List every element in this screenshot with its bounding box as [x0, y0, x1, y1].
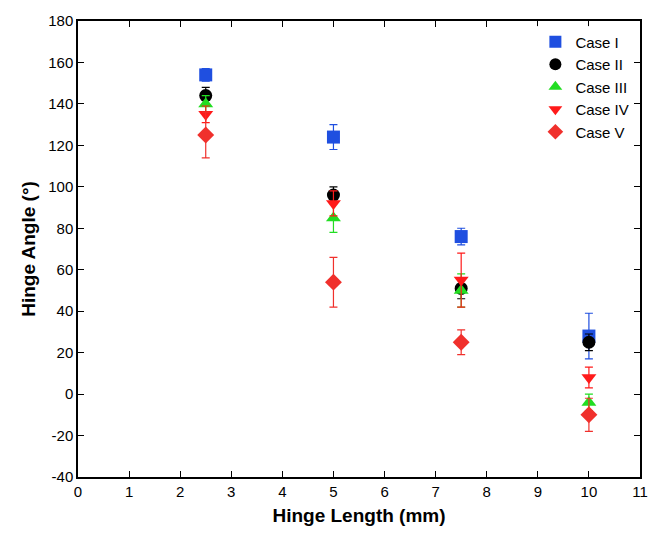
svg-text:3: 3 [227, 483, 235, 500]
svg-text:120: 120 [48, 137, 73, 154]
svg-text:6: 6 [380, 483, 388, 500]
svg-text:0: 0 [65, 385, 73, 402]
svg-text:7: 7 [431, 483, 439, 500]
svg-text:60: 60 [57, 261, 74, 278]
svg-text:1: 1 [125, 483, 133, 500]
svg-text:Hinge Angle (°): Hinge Angle (°) [18, 181, 39, 317]
svg-text:-20: -20 [52, 427, 74, 444]
svg-text:4: 4 [278, 483, 286, 500]
svg-text:Case II: Case II [575, 56, 623, 73]
svg-text:0: 0 [74, 483, 82, 500]
svg-text:Case V: Case V [575, 124, 624, 141]
svg-text:2: 2 [176, 483, 184, 500]
svg-text:20: 20 [57, 344, 74, 361]
svg-text:140: 140 [48, 95, 73, 112]
svg-text:5: 5 [329, 483, 337, 500]
svg-text:160: 160 [48, 54, 73, 71]
svg-text:180: 180 [48, 12, 73, 29]
svg-text:Case IV: Case IV [575, 101, 628, 118]
svg-text:40: 40 [57, 302, 74, 319]
svg-text:Case III: Case III [575, 79, 627, 96]
svg-text:-40: -40 [52, 468, 74, 485]
svg-text:Case I: Case I [575, 34, 618, 51]
svg-text:Hinge Length (mm): Hinge Length (mm) [272, 505, 445, 526]
svg-text:11: 11 [632, 483, 648, 500]
svg-text:8: 8 [483, 483, 491, 500]
svg-text:100: 100 [48, 178, 73, 195]
svg-text:9: 9 [534, 483, 542, 500]
svg-text:10: 10 [581, 483, 598, 500]
svg-text:80: 80 [57, 220, 74, 237]
